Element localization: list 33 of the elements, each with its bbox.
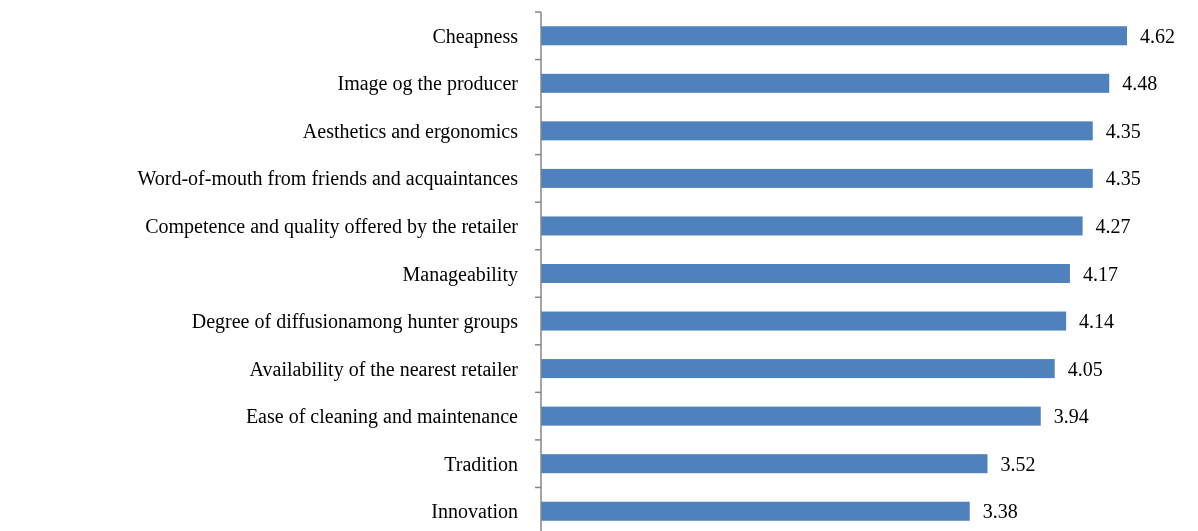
bar — [541, 359, 1055, 379]
y-tick-label: Word-of-mouth from friends and acquaintances — [137, 167, 519, 191]
data-label: 4.62 — [1140, 24, 1175, 47]
bar — [541, 73, 1110, 93]
bar — [541, 454, 988, 474]
data-label: 4.05 — [1067, 357, 1103, 380]
y-tick-label: Ease of cleaning and maintenance — [245, 405, 519, 429]
bar — [541, 168, 1093, 188]
data-label: 4.17 — [1082, 262, 1118, 285]
y-tick-label: Degree of diffusionamong hunter groups — [191, 310, 519, 334]
y-tick-label: Availability of the nearest retailer — [249, 357, 519, 381]
bar — [541, 121, 1093, 141]
data-label: 3.94 — [1053, 405, 1089, 428]
y-tick-label: Innovation — [431, 500, 518, 523]
data-label: 4.35 — [1105, 167, 1141, 190]
data-label: 3.52 — [1000, 452, 1036, 475]
bar — [541, 406, 1041, 426]
data-label: 4.35 — [1105, 119, 1141, 142]
y-tick-label: Image og the producer — [337, 72, 519, 96]
y-tick-label: Tradition — [444, 452, 518, 475]
data-label: 4.14 — [1079, 310, 1115, 333]
data-label: 4.27 — [1095, 214, 1131, 237]
bar — [541, 26, 1127, 46]
bar — [541, 501, 970, 521]
bar — [541, 311, 1067, 331]
data-label: 4.48 — [1122, 72, 1158, 95]
y-tick-label: Manageability — [402, 262, 518, 286]
data-label: 3.38 — [982, 500, 1018, 523]
y-tick-label: Competence and quality offered by the retailer — [145, 214, 519, 238]
bar — [541, 216, 1083, 236]
y-tick-label: Aesthetics and ergonomics — [302, 119, 519, 143]
bar — [541, 263, 1070, 284]
y-tick-label: Cheapness — [432, 24, 519, 48]
